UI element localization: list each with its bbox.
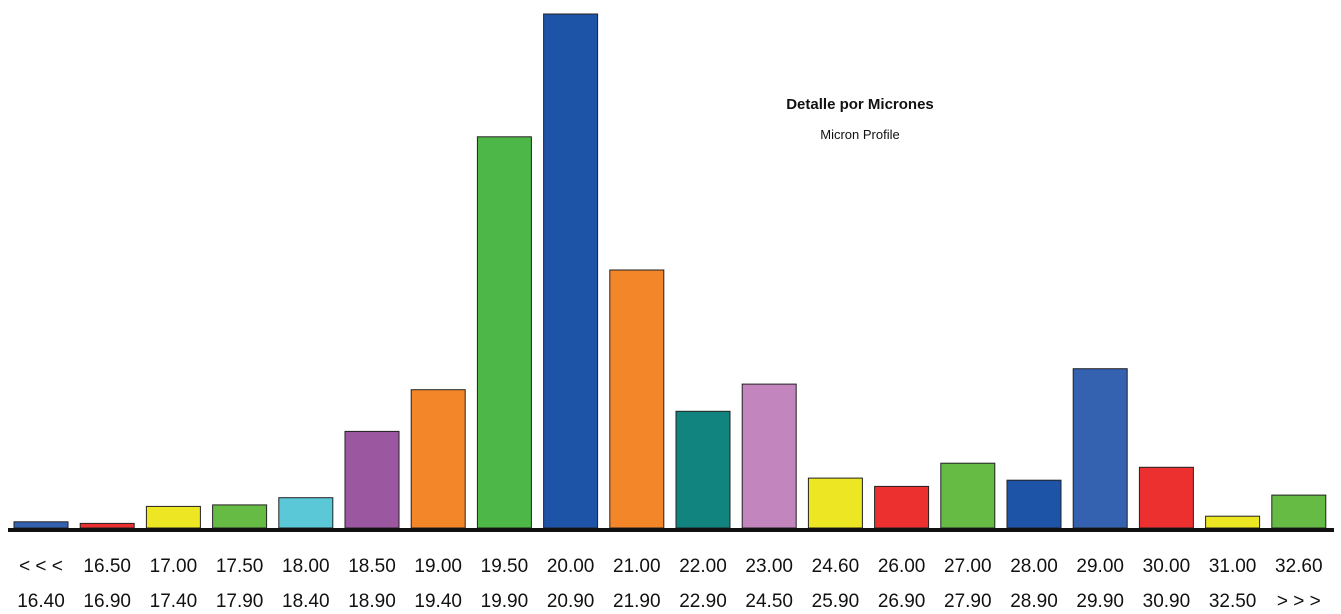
tick-label-from-19: 32.60 bbox=[1275, 556, 1323, 577]
bar-14 bbox=[940, 462, 996, 529]
bar-1 bbox=[79, 522, 135, 529]
bar-3 bbox=[212, 504, 268, 529]
tick-label-to-18: 32.50 bbox=[1209, 591, 1257, 612]
bar-9 bbox=[609, 269, 665, 529]
bar-7 bbox=[476, 136, 532, 529]
chart-title: Detalle por Micrones bbox=[786, 96, 934, 113]
bar-6 bbox=[410, 389, 466, 529]
tick-label-from-8: 20.00 bbox=[547, 556, 595, 577]
chart-subtitle: Micron Profile bbox=[820, 127, 900, 142]
chart-title-box: Detalle por Micrones Micron Profile bbox=[700, 96, 1020, 142]
bar-19 bbox=[1271, 494, 1327, 529]
tick-label-to-9: 21.90 bbox=[613, 591, 661, 612]
tick-label-from-4: 18.00 bbox=[282, 556, 330, 577]
tick-label-to-0: 16.40 bbox=[17, 591, 65, 612]
tick-label-from-12: 24.60 bbox=[812, 556, 860, 577]
tick-label-to-19: > > > bbox=[1277, 591, 1321, 612]
tick-labels-from: < < < 16.50 17.00 17.50 18.00 18.50 19.00 19.50… bbox=[19, 556, 1323, 577]
tick-label-from-1: 16.50 bbox=[83, 556, 131, 577]
bar-16 bbox=[1072, 368, 1128, 529]
bar-5 bbox=[344, 430, 400, 529]
tick-label-to-16: 29.90 bbox=[1076, 591, 1124, 612]
bar-8 bbox=[543, 13, 599, 529]
tick-label-to-6: 19.40 bbox=[414, 591, 462, 612]
tick-label-to-11: 24.50 bbox=[745, 591, 793, 612]
tick-label-from-9: 21.00 bbox=[613, 556, 661, 577]
tick-label-from-16: 29.00 bbox=[1076, 556, 1124, 577]
bar-11 bbox=[741, 383, 797, 529]
tick-label-to-14: 27.90 bbox=[944, 591, 992, 612]
tick-label-to-12: 25.90 bbox=[812, 591, 860, 612]
tick-label-to-5: 18.90 bbox=[348, 591, 396, 612]
tick-label-from-7: 19.50 bbox=[481, 556, 529, 577]
tick-label-to-8: 20.90 bbox=[547, 591, 595, 612]
tick-labels-to: 16.40 16.90 17.40 17.90 18.40 18.90 19.40 19.90… bbox=[17, 591, 1321, 612]
tick-label-from-14: 27.00 bbox=[944, 556, 992, 577]
bar-4 bbox=[278, 497, 334, 529]
tick-label-to-17: 30.90 bbox=[1143, 591, 1191, 612]
bar-18 bbox=[1205, 515, 1261, 529]
tick-label-from-10: 22.00 bbox=[679, 556, 727, 577]
bar-13 bbox=[874, 485, 930, 529]
bar-10 bbox=[675, 410, 731, 529]
tick-label-to-3: 17.90 bbox=[216, 591, 264, 612]
tick-label-to-15: 28.90 bbox=[1010, 591, 1058, 612]
tick-label-to-10: 22.90 bbox=[679, 591, 727, 612]
tick-label-from-13: 26.00 bbox=[878, 556, 926, 577]
tick-label-from-18: 31.00 bbox=[1209, 556, 1257, 577]
tick-label-from-6: 19.00 bbox=[414, 556, 462, 577]
tick-label-from-2: 17.00 bbox=[150, 556, 198, 577]
bar-2 bbox=[145, 505, 201, 529]
bar-0 bbox=[13, 521, 69, 529]
tick-label-to-4: 18.40 bbox=[282, 591, 330, 612]
tick-label-from-11: 23.00 bbox=[745, 556, 793, 577]
tick-label-to-2: 17.40 bbox=[150, 591, 198, 612]
tick-label-from-3: 17.50 bbox=[216, 556, 264, 577]
bar-15 bbox=[1006, 479, 1062, 529]
tick-label-from-5: 18.50 bbox=[348, 556, 396, 577]
bar-17 bbox=[1138, 466, 1194, 529]
tick-label-to-7: 19.90 bbox=[481, 591, 529, 612]
tick-label-from-17: 30.00 bbox=[1143, 556, 1191, 577]
bars-group bbox=[13, 13, 1327, 529]
tick-label-from-0: < < < bbox=[19, 556, 63, 577]
bar-12 bbox=[807, 477, 863, 529]
tick-label-to-13: 26.90 bbox=[878, 591, 926, 612]
tick-label-from-15: 28.00 bbox=[1010, 556, 1058, 577]
tick-label-to-1: 16.90 bbox=[83, 591, 131, 612]
